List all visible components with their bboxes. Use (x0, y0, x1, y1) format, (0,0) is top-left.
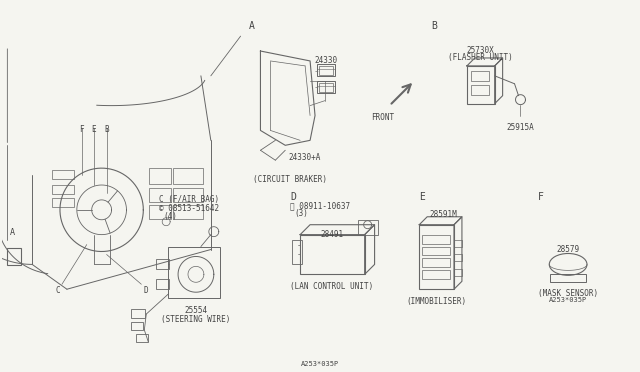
Bar (136, 334, 148, 342)
Bar (454, 269, 462, 276)
Text: 25915A: 25915A (507, 124, 534, 132)
Bar (358, 220, 378, 235)
Text: F: F (79, 125, 84, 134)
Bar (173, 168, 203, 184)
Text: 24330: 24330 (314, 56, 337, 65)
Text: (LAN CONTROL UNIT): (LAN CONTROL UNIT) (291, 282, 374, 291)
Bar (550, 274, 586, 282)
Bar (149, 168, 171, 184)
Bar (131, 322, 143, 330)
Bar (149, 188, 171, 202)
Text: B: B (104, 125, 109, 134)
Bar (156, 279, 169, 289)
Bar (471, 71, 489, 81)
Text: C (F/AIR BAG): C (F/AIR BAG) (159, 195, 220, 204)
Bar (422, 235, 450, 244)
Text: C: C (55, 286, 60, 295)
Bar (131, 309, 145, 318)
Text: (IMMOBILISER): (IMMOBILISER) (406, 297, 466, 306)
Text: (MASK SENSOR): (MASK SENSOR) (538, 289, 598, 298)
Text: 25554: 25554 (184, 306, 207, 315)
Text: (FLASHER UNIT): (FLASHER UNIT) (449, 53, 513, 62)
Bar (173, 205, 203, 219)
Text: A253*035P: A253*035P (301, 361, 339, 367)
Text: D: D (290, 192, 296, 202)
Text: E: E (419, 192, 425, 202)
Bar (317, 81, 335, 93)
Bar (52, 170, 74, 179)
Text: (4): (4) (163, 212, 177, 221)
Text: F: F (538, 192, 544, 202)
Text: A253*035P: A253*035P (549, 297, 588, 303)
Text: 28591M: 28591M (429, 210, 457, 219)
Bar (471, 85, 489, 95)
Bar (149, 205, 171, 219)
Text: B: B (431, 21, 437, 31)
Bar (422, 270, 450, 279)
Bar (168, 247, 220, 298)
Text: © 08513-51642: © 08513-51642 (159, 204, 220, 213)
Bar (156, 259, 169, 269)
Bar (7, 247, 21, 265)
Bar (52, 198, 74, 207)
Text: 28491: 28491 (320, 230, 343, 239)
Bar (454, 254, 462, 262)
Bar (467, 66, 495, 104)
Text: Ⓝ 08911-10637: Ⓝ 08911-10637 (290, 201, 350, 210)
Bar (319, 66, 333, 75)
Bar (300, 235, 365, 274)
Text: A: A (10, 228, 15, 237)
Bar (422, 247, 450, 256)
Bar (173, 188, 203, 202)
Text: 28579: 28579 (557, 244, 580, 254)
Bar (419, 225, 454, 289)
Bar (319, 83, 333, 92)
Text: D: D (143, 286, 148, 295)
Bar (317, 64, 335, 76)
Bar (422, 259, 450, 267)
Text: FRONT: FRONT (371, 113, 394, 122)
Bar (52, 185, 74, 194)
Text: (CIRCUIT BRAKER): (CIRCUIT BRAKER) (253, 175, 327, 184)
Bar (292, 240, 302, 264)
Text: (STEERING WIRE): (STEERING WIRE) (161, 315, 230, 324)
Text: E: E (92, 125, 96, 134)
Text: A: A (248, 21, 255, 31)
Bar (454, 240, 462, 247)
Text: 25730X: 25730X (467, 46, 495, 55)
Text: (3): (3) (294, 209, 308, 218)
Text: 24330+A: 24330+A (289, 153, 321, 162)
